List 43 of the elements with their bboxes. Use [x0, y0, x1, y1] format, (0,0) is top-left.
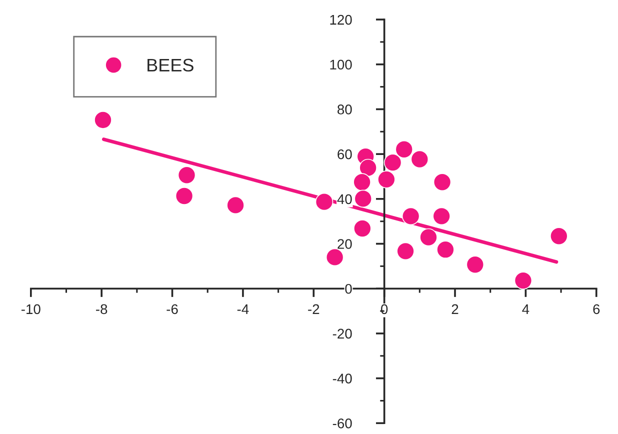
- y-tick-label: 120: [330, 14, 352, 25]
- legend-label: BEES: [148, 58, 194, 72]
- y-tick-label: -20: [332, 328, 352, 339]
- point: [396, 242, 414, 260]
- y-tick-label: -60: [332, 418, 352, 428]
- y-tick-label: 20: [338, 239, 352, 249]
- x-tick-label: -4: [237, 304, 249, 314]
- point: [353, 220, 372, 238]
- point: [354, 190, 372, 208]
- point: [436, 240, 454, 259]
- x-tick-label: -10: [21, 304, 40, 314]
- x-tick-label: -8: [96, 304, 108, 314]
- point: [378, 170, 396, 188]
- point: [359, 158, 377, 177]
- point: [175, 187, 194, 205]
- y-tick-label: 40: [337, 194, 352, 204]
- point: [514, 272, 532, 290]
- point: [433, 173, 452, 192]
- x-tick-label: 6: [593, 304, 600, 314]
- point: [550, 227, 568, 246]
- point: [410, 150, 429, 168]
- y-tick-label: -40: [332, 374, 352, 384]
- point: [353, 173, 371, 192]
- point: [402, 207, 420, 226]
- point: [384, 154, 402, 172]
- point: [395, 140, 414, 158]
- point: [420, 228, 438, 246]
- point: [178, 166, 196, 184]
- y-tick-label: 80: [338, 104, 352, 114]
- x-tick-label: 4: [522, 304, 530, 314]
- y-tick-label: 100: [330, 60, 352, 70]
- point: [432, 207, 450, 226]
- point: [466, 256, 484, 274]
- x-tick-label: -2: [308, 304, 320, 314]
- point: [315, 192, 334, 211]
- point: [326, 248, 344, 266]
- x-tick-label: 0: [381, 304, 388, 314]
- point: [226, 196, 244, 214]
- y-tick-label: 0: [345, 284, 352, 294]
- x-tick-label: 2: [452, 304, 458, 314]
- x-tick-label: -6: [166, 304, 178, 314]
- point: [94, 111, 112, 129]
- y-tick-label: 60: [338, 149, 352, 160]
